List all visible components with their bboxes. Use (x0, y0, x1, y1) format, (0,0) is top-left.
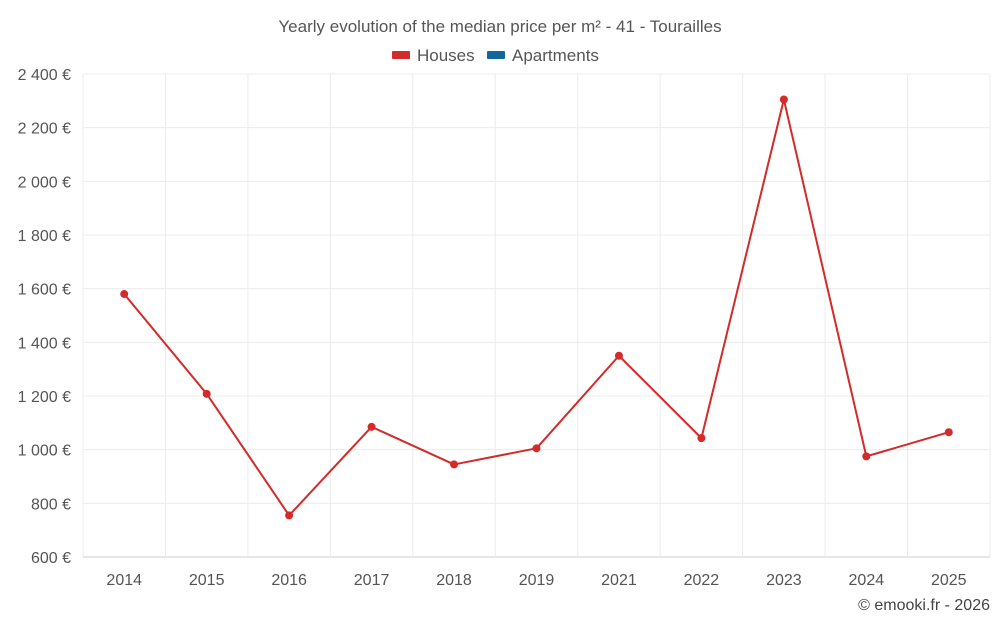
data-point-houses[interactable] (779, 95, 788, 104)
x-tick-label: 2016 (271, 572, 307, 589)
data-point-houses[interactable] (367, 422, 376, 431)
series-layer (120, 95, 953, 520)
credit-text: © emooki.fr - 2026 (858, 597, 990, 614)
y-tick-label: 2 200 € (18, 121, 71, 138)
data-point-houses[interactable] (532, 444, 541, 453)
data-point-houses[interactable] (202, 389, 211, 398)
y-tick-label: 600 € (31, 550, 71, 567)
data-point-houses[interactable] (697, 434, 706, 443)
legend-item-houses[interactable]: Houses (392, 46, 475, 65)
legend-swatch-apartments (487, 51, 505, 59)
legend-label-houses: Houses (417, 46, 475, 65)
x-tick-label: 2022 (684, 572, 720, 589)
y-axis-tick-labels: 600 € 800 € 1 000 € 1 200 € 1 400 € 1 600 € 1 … (18, 67, 71, 567)
grid (82, 73, 991, 558)
data-point-houses[interactable] (944, 428, 953, 437)
data-point-houses[interactable] (285, 511, 294, 520)
x-tick-label: 2017 (354, 572, 390, 589)
x-tick-label: 2025 (931, 572, 967, 589)
y-tick-label: 1 600 € (18, 282, 71, 299)
y-tick-label: 1 000 € (18, 443, 71, 460)
x-tick-label: 2015 (189, 572, 225, 589)
x-tick-label: 2024 (849, 572, 885, 589)
y-tick-label: 2 400 € (18, 67, 71, 84)
data-point-houses[interactable] (450, 460, 459, 469)
legend-item-apartments[interactable]: Apartments (487, 46, 599, 65)
legend-swatch-houses (392, 51, 410, 59)
x-tick-label: 2014 (106, 572, 142, 589)
x-tick-label: 2021 (601, 572, 637, 589)
y-tick-label: 1 200 € (18, 389, 71, 406)
data-point-houses[interactable] (862, 452, 871, 461)
x-tick-label: 2019 (519, 572, 555, 589)
y-tick-label: 2 000 € (18, 174, 71, 191)
x-tick-label: 2018 (436, 572, 472, 589)
y-tick-label: 1 800 € (18, 228, 71, 245)
data-point-houses[interactable] (614, 351, 623, 360)
legend-label-apartments: Apartments (512, 46, 599, 65)
x-tick-label: 2023 (766, 572, 802, 589)
data-point-houses[interactable] (120, 290, 129, 299)
legend: Houses Apartments (392, 46, 599, 65)
chart-title: Yearly evolution of the median price per… (278, 17, 721, 36)
y-tick-label: 1 400 € (18, 335, 71, 352)
x-axis-tick-labels: 2014 2015 2016 2017 2018 2019 2021 2022 2023 2024… (106, 572, 966, 589)
y-tick-label: 800 € (31, 496, 71, 513)
